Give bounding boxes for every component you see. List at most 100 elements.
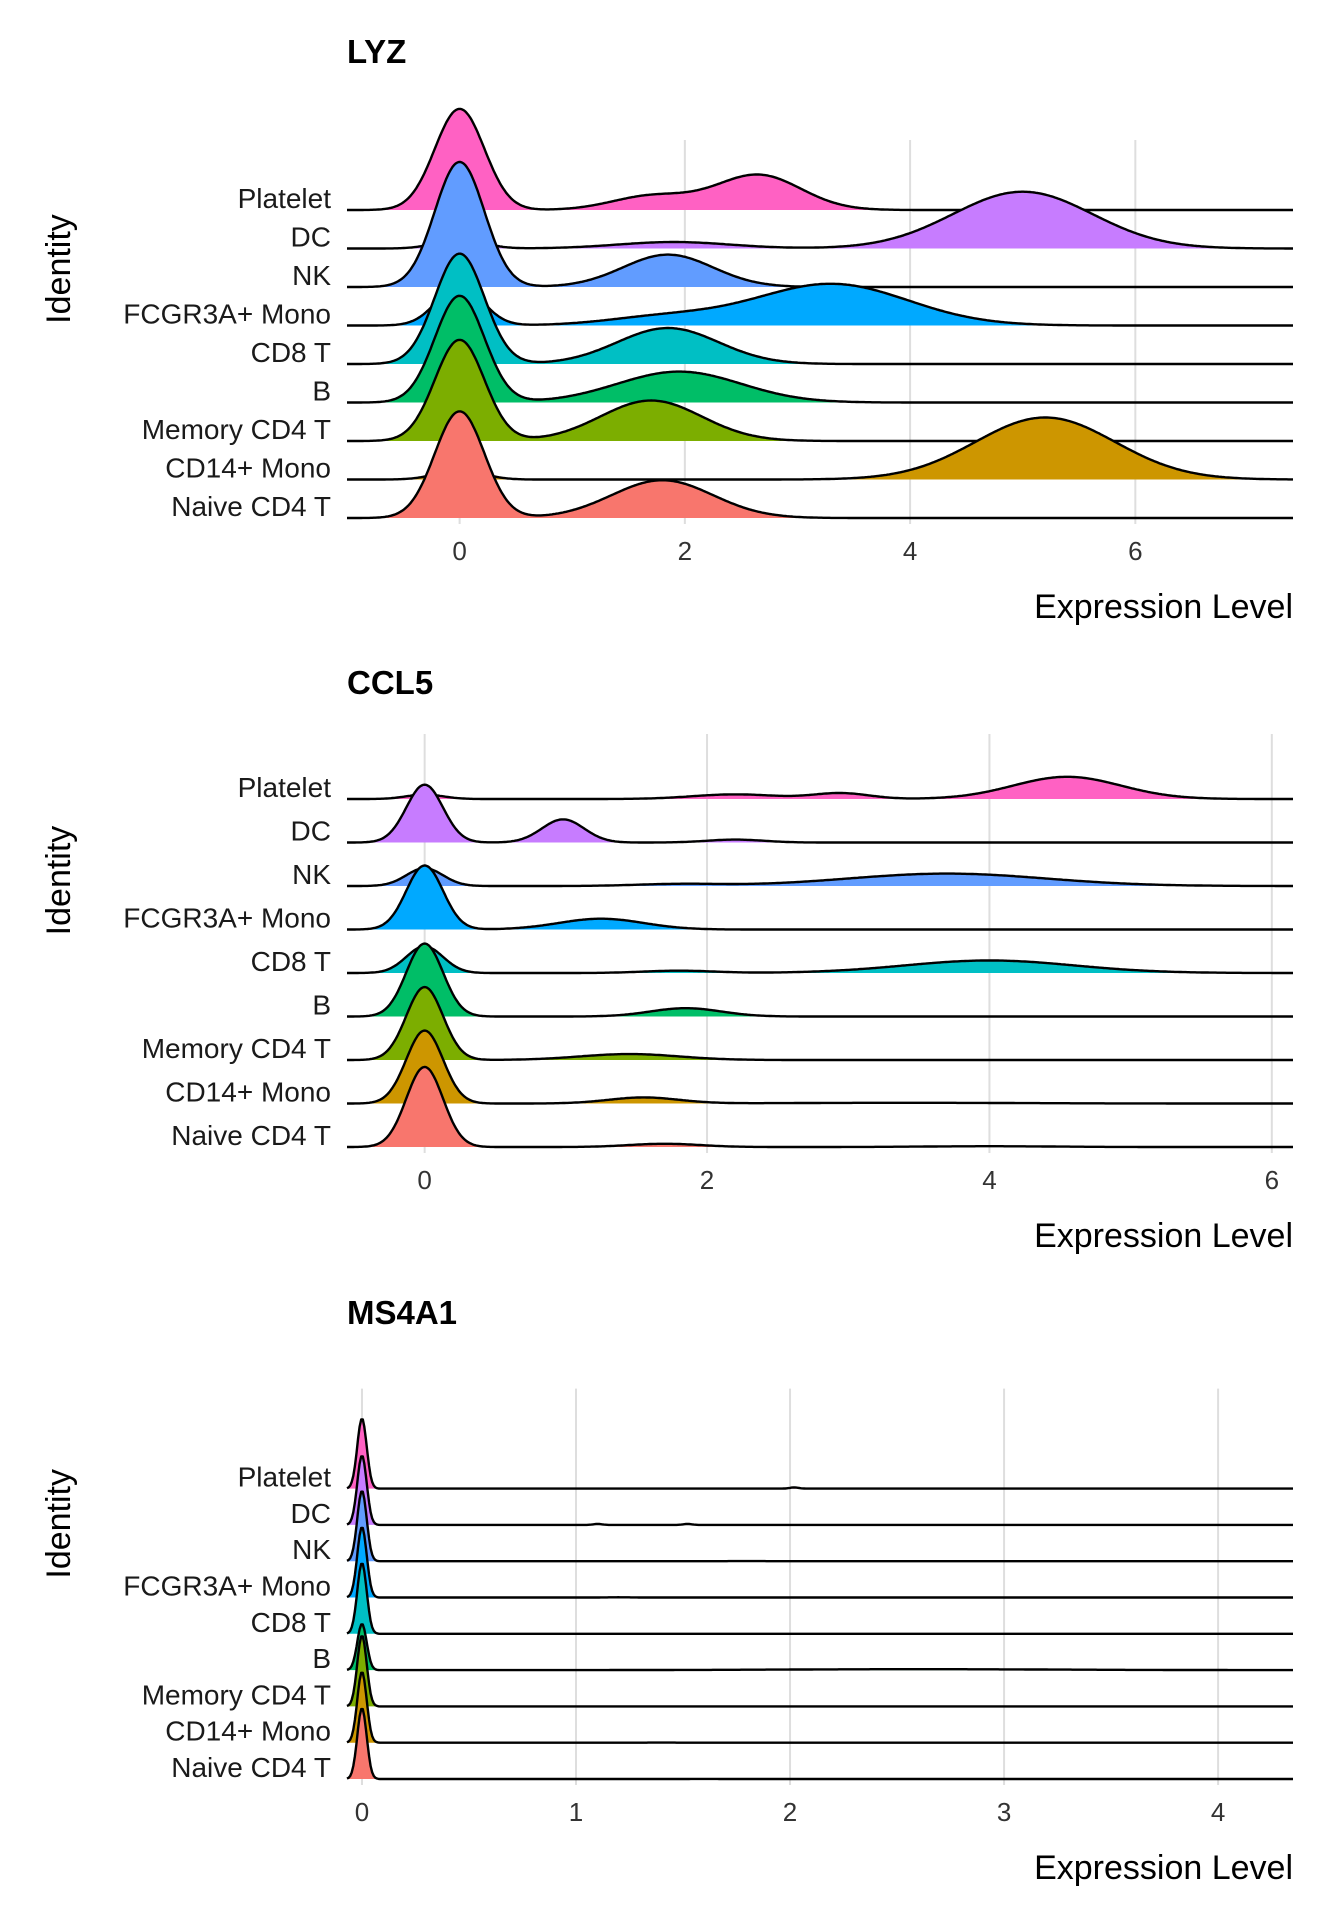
ridge-line-fcgr3aplus-mono xyxy=(347,864,1293,931)
ridge-fill-naive-cd4-t xyxy=(347,411,1293,518)
ridge-line-b xyxy=(346,1623,1293,1672)
ridge-fill-dc xyxy=(347,191,1293,249)
ridge-line-b xyxy=(347,942,1293,1018)
ridge-fill-memory-cd4-t xyxy=(347,987,1293,1060)
ridge-line-naive-cd4-t xyxy=(346,1707,1293,1781)
chart-title: LYZ xyxy=(347,33,406,70)
ridge-line-naive-cd4-t xyxy=(347,410,1293,520)
ridge-fill-memory-cd4-t xyxy=(347,1636,1293,1707)
ridge-fill-dc xyxy=(347,1456,1293,1525)
ridge-fill-fcgr3aplus-mono xyxy=(347,1527,1293,1598)
ridge-line-cd14plus-mono xyxy=(347,1029,1293,1105)
category-label-cd14plus-mono: CD14+ Mono xyxy=(165,1077,331,1108)
category-label-cd8-t: CD8 T xyxy=(251,946,331,977)
ridge-panel-ccl5: 0 2 4 6 CCL5 Identity Expression Level Naive CD… xyxy=(40,664,1293,1255)
ridge-fill-naive-cd4-t xyxy=(347,1067,1293,1147)
x-tick-label: 0 xyxy=(417,1165,431,1195)
ridge-line-nk xyxy=(347,867,1293,888)
category-label-fcgr3aplus-mono: FCGR3A+ Mono xyxy=(123,299,331,330)
chart-title: MS4A1 xyxy=(347,1294,457,1331)
ridge-fill-cd14plus-mono xyxy=(347,417,1293,480)
category-label-nk: NK xyxy=(292,1534,331,1565)
ridge-line-b xyxy=(347,294,1293,404)
category-label-cd14plus-mono: CD14+ Mono xyxy=(165,1716,331,1747)
ridge-fill-platelet xyxy=(347,776,1293,799)
ridge-fill-cd8-t xyxy=(347,1563,1293,1634)
ridge-fill-cd14plus-mono xyxy=(347,1030,1293,1104)
ridge-fill-nk xyxy=(347,1491,1293,1562)
ridge-line-dc xyxy=(346,1455,1293,1527)
y-axis-label: Identity xyxy=(40,826,78,936)
y-axis-label: Identity xyxy=(40,214,78,324)
x-tick-label: 2 xyxy=(783,1797,797,1827)
category-label-cd8-t: CD8 T xyxy=(251,1607,331,1638)
x-tick-label: 2 xyxy=(678,536,692,566)
y-axis-label: Identity xyxy=(40,1469,78,1579)
ridge-line-cd8-t xyxy=(347,945,1293,975)
ridge-line-cd14plus-mono xyxy=(346,1671,1293,1744)
category-label-cd14plus-mono: CD14+ Mono xyxy=(165,453,331,484)
ridge-fill-b xyxy=(347,1624,1293,1671)
x-tick-label: 2 xyxy=(700,1165,714,1195)
category-label-b: B xyxy=(312,990,331,1021)
category-label-memory-cd4-t: Memory CD4 T xyxy=(142,1679,331,1710)
category-label-b: B xyxy=(312,1643,331,1674)
chart-title: CCL5 xyxy=(347,664,433,701)
ridge-line-platelet xyxy=(346,1418,1293,1490)
category-label-nk: NK xyxy=(292,859,331,890)
ridge-fill-b xyxy=(347,943,1293,1017)
category-label-dc: DC xyxy=(291,222,331,253)
category-label-cd8-t: CD8 T xyxy=(251,337,331,368)
ridge-panel-ms4a1: 0 1 2 3 4 MS4A1 Identity Expression Level Naive … xyxy=(40,1294,1293,1887)
category-label-memory-cd4-t: Memory CD4 T xyxy=(142,1033,331,1064)
category-label-nk: NK xyxy=(292,260,331,291)
ridge-line-memory-cd4-t xyxy=(346,1635,1293,1708)
ridge-line-platelet xyxy=(347,775,1293,801)
ridge-fill-cd14plus-mono xyxy=(347,1672,1293,1743)
ridge-line-dc xyxy=(347,783,1293,844)
x-tick-label: 0 xyxy=(452,536,466,566)
category-label-fcgr3aplus-mono: FCGR3A+ Mono xyxy=(123,1571,331,1602)
ridge-line-platelet xyxy=(347,107,1293,212)
ridge-fill-naive-cd4-t xyxy=(347,1709,1293,1779)
ridge-line-fcgr3aplus-mono xyxy=(346,1526,1293,1599)
x-tick-label: 4 xyxy=(903,536,917,566)
category-label-platelet: Platelet xyxy=(238,1462,332,1493)
ridge-fill-platelet xyxy=(347,1419,1293,1489)
ridge-fill-fcgr3aplus-mono xyxy=(347,283,1293,326)
category-label-dc: DC xyxy=(291,816,331,847)
x-tick-label: 4 xyxy=(1211,1797,1225,1827)
category-label-memory-cd4-t: Memory CD4 T xyxy=(142,414,331,445)
x-tick-label: 1 xyxy=(569,1797,583,1827)
ridge-line-memory-cd4-t xyxy=(347,338,1293,443)
x-axis-label: Expression Level xyxy=(1034,1217,1293,1255)
ridge-fill-nk xyxy=(347,868,1293,886)
category-label-naive-cd4-t: Naive CD4 T xyxy=(171,491,331,522)
ridge-line-cd8-t xyxy=(347,252,1293,366)
ridge-fill-nk xyxy=(347,162,1293,287)
x-tick-label: 6 xyxy=(1265,1165,1279,1195)
ridge-fill-cd8-t xyxy=(347,946,1293,973)
category-label-dc: DC xyxy=(291,1498,331,1529)
x-tick-label: 4 xyxy=(982,1165,996,1195)
category-label-platelet: Platelet xyxy=(238,183,332,214)
ridge-fill-memory-cd4-t xyxy=(347,339,1293,441)
x-tick-label: 3 xyxy=(997,1797,1011,1827)
ridge-line-fcgr3aplus-mono xyxy=(347,282,1293,327)
ridge-line-cd14plus-mono xyxy=(347,416,1293,481)
ridge-line-naive-cd4-t xyxy=(347,1065,1293,1149)
category-label-naive-cd4-t: Naive CD4 T xyxy=(171,1120,331,1151)
category-label-fcgr3aplus-mono: FCGR3A+ Mono xyxy=(123,903,331,934)
ridge-fill-fcgr3aplus-mono xyxy=(347,865,1293,930)
category-label-platelet: Platelet xyxy=(238,772,332,803)
x-axis-label: Expression Level xyxy=(1034,588,1293,626)
ridge-line-nk xyxy=(346,1490,1293,1563)
category-label-b: B xyxy=(312,376,331,407)
category-label-naive-cd4-t: Naive CD4 T xyxy=(171,1752,331,1783)
x-tick-label: 0 xyxy=(355,1797,369,1827)
ridge-line-memory-cd4-t xyxy=(347,985,1293,1062)
ridge-panel-lyz: 0 2 4 6 LYZ Identity Expression Level Naive CD4… xyxy=(40,33,1293,626)
x-tick-label: 6 xyxy=(1128,536,1142,566)
x-axis-label: Expression Level xyxy=(1034,1849,1293,1887)
